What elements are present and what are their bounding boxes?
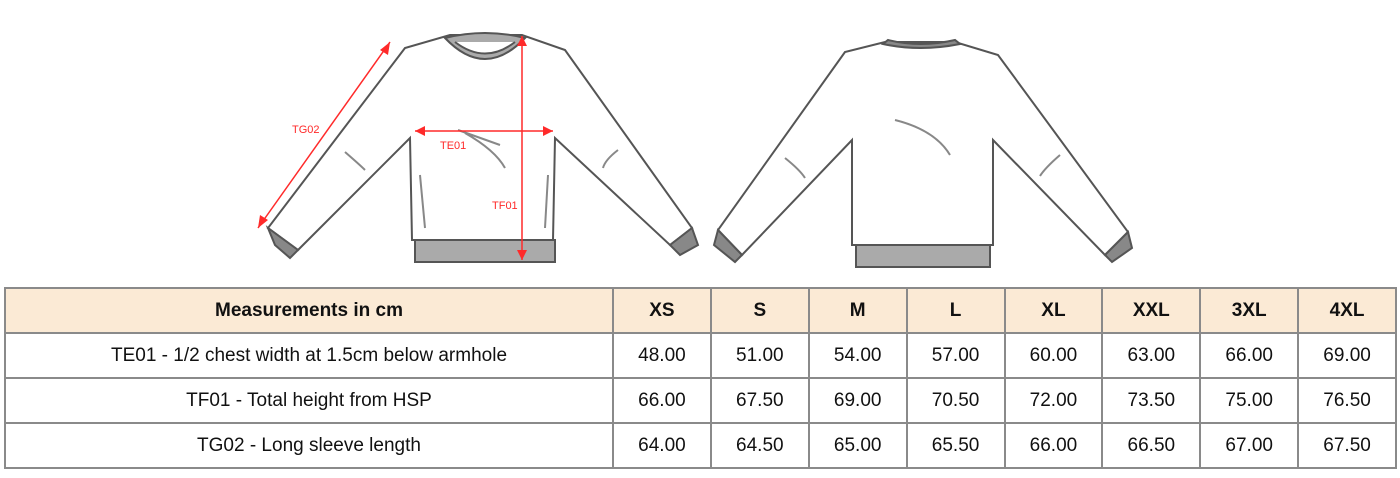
cell: 70.50 [905, 377, 1006, 424]
cell: 64.00 [612, 422, 712, 469]
row-label: TE01 - 1/2 chest width at 1.5cm below ar… [4, 332, 614, 379]
cell: 66.00 [1199, 332, 1300, 379]
row-label: TG02 - Long sleeve length [4, 422, 614, 469]
label-tg02: TG02 [292, 124, 320, 136]
header-size: S [709, 287, 810, 334]
header-size: XS [612, 287, 712, 334]
table-row: TE01 - 1/2 chest width at 1.5cm below ar… [4, 332, 1397, 379]
cell: 54.00 [807, 332, 908, 379]
cell: 51.00 [709, 332, 810, 379]
cell: 69.00 [1297, 332, 1397, 379]
cell: 57.00 [905, 332, 1006, 379]
header-size: M [807, 287, 908, 334]
sweater-diagram: TG02 TE01 TF01 [257, 32, 1134, 268]
cell: 48.00 [612, 332, 712, 379]
cell: 67.00 [1199, 422, 1300, 469]
label-tf01: TF01 [492, 200, 518, 212]
cell: 72.00 [1003, 377, 1104, 424]
cell: 67.50 [709, 377, 810, 424]
size-chart-table: Measurements in cm XS S M L XL XXL 3XL 4… [4, 287, 1397, 469]
cell: 66.00 [1003, 422, 1104, 469]
row-label: TF01 - Total height from HSP [4, 377, 614, 424]
header-size: XL [1003, 287, 1104, 334]
measurement-arrows: TG02 TE01 TF01 [257, 36, 553, 260]
table-row: TF01 - Total height from HSP 66.00 67.50… [4, 377, 1397, 424]
cell: 66.50 [1101, 422, 1202, 469]
cell: 75.00 [1199, 377, 1300, 424]
header-size: XXL [1101, 287, 1202, 334]
header-size: 3XL [1199, 287, 1300, 334]
back-sweater [712, 38, 1134, 268]
cell: 76.50 [1297, 377, 1397, 424]
cell: 60.00 [1003, 332, 1104, 379]
table-row: TG02 - Long sleeve length 64.00 64.50 65… [4, 422, 1397, 469]
cell: 69.00 [807, 377, 908, 424]
front-sweater [265, 32, 700, 263]
cell: 65.50 [905, 422, 1006, 469]
header-size: 4XL [1297, 287, 1397, 334]
cell: 66.00 [612, 377, 712, 424]
table-header-row: Measurements in cm XS S M L XL XXL 3XL 4… [4, 287, 1397, 334]
cell: 63.00 [1101, 332, 1202, 379]
cell: 64.50 [709, 422, 810, 469]
cell: 67.50 [1297, 422, 1397, 469]
label-te01: TE01 [440, 140, 466, 152]
cell: 65.00 [807, 422, 908, 469]
cell: 73.50 [1101, 377, 1202, 424]
header-measurements: Measurements in cm [4, 287, 614, 334]
header-size: L [905, 287, 1006, 334]
